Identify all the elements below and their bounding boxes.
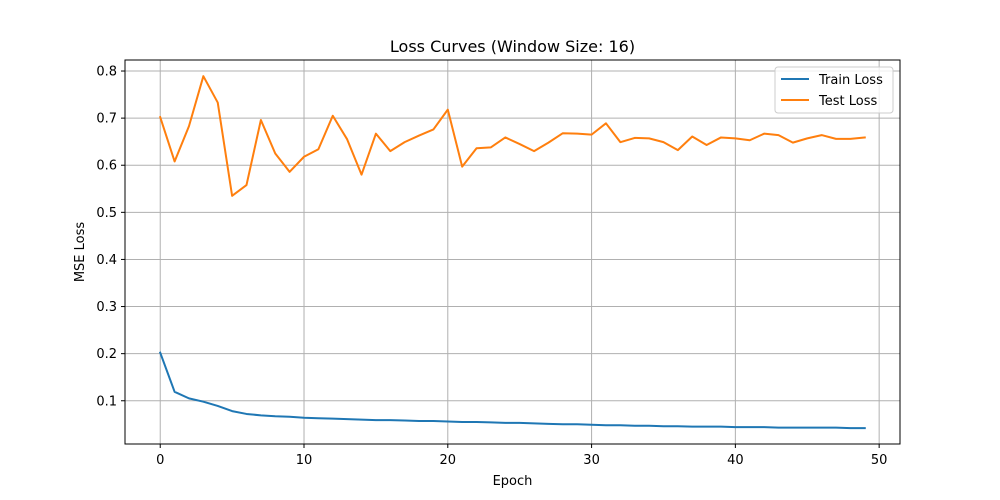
y-tick-label: 0.1	[96, 394, 117, 409]
x-tick-label: 10	[296, 453, 313, 468]
y-tick-label: 0.3	[96, 300, 117, 315]
series-line-test-loss	[158, 75, 866, 197]
x-tick-label: 30	[583, 453, 600, 468]
legend-label-train-loss: Train Loss	[818, 73, 883, 88]
x-tick-label: 0	[156, 453, 164, 468]
grid-lines	[125, 60, 900, 444]
y-tick-label: 0.5	[96, 206, 117, 221]
x-tick-label: 40	[727, 453, 744, 468]
legend: Train Loss Test Loss	[774, 66, 894, 114]
series-line-train-loss	[158, 351, 866, 430]
x-axis-title: Epoch	[493, 474, 533, 489]
y-tick-label: 0.8	[96, 65, 117, 80]
legend-label-test-loss: Test Loss	[818, 94, 877, 109]
x-tick-label: 50	[871, 453, 888, 468]
x-tick-label: 20	[440, 453, 457, 468]
y-tick-label: 0.7	[96, 112, 117, 127]
y-tick-label: 0.4	[96, 253, 117, 268]
axis-ticks: 0 10 20 30 40 50 0.1 0.2 0.3 0.4 0.5 0.6 0.7 0.8	[96, 65, 887, 468]
y-tick-label: 0.2	[96, 347, 117, 362]
chart-title: Loss Curves (Window Size: 16)	[390, 37, 635, 56]
plot-frame	[124, 59, 901, 445]
y-tick-label: 0.6	[96, 159, 117, 174]
series-lines	[158, 75, 866, 430]
y-axis-title: MSE Loss	[73, 222, 88, 283]
